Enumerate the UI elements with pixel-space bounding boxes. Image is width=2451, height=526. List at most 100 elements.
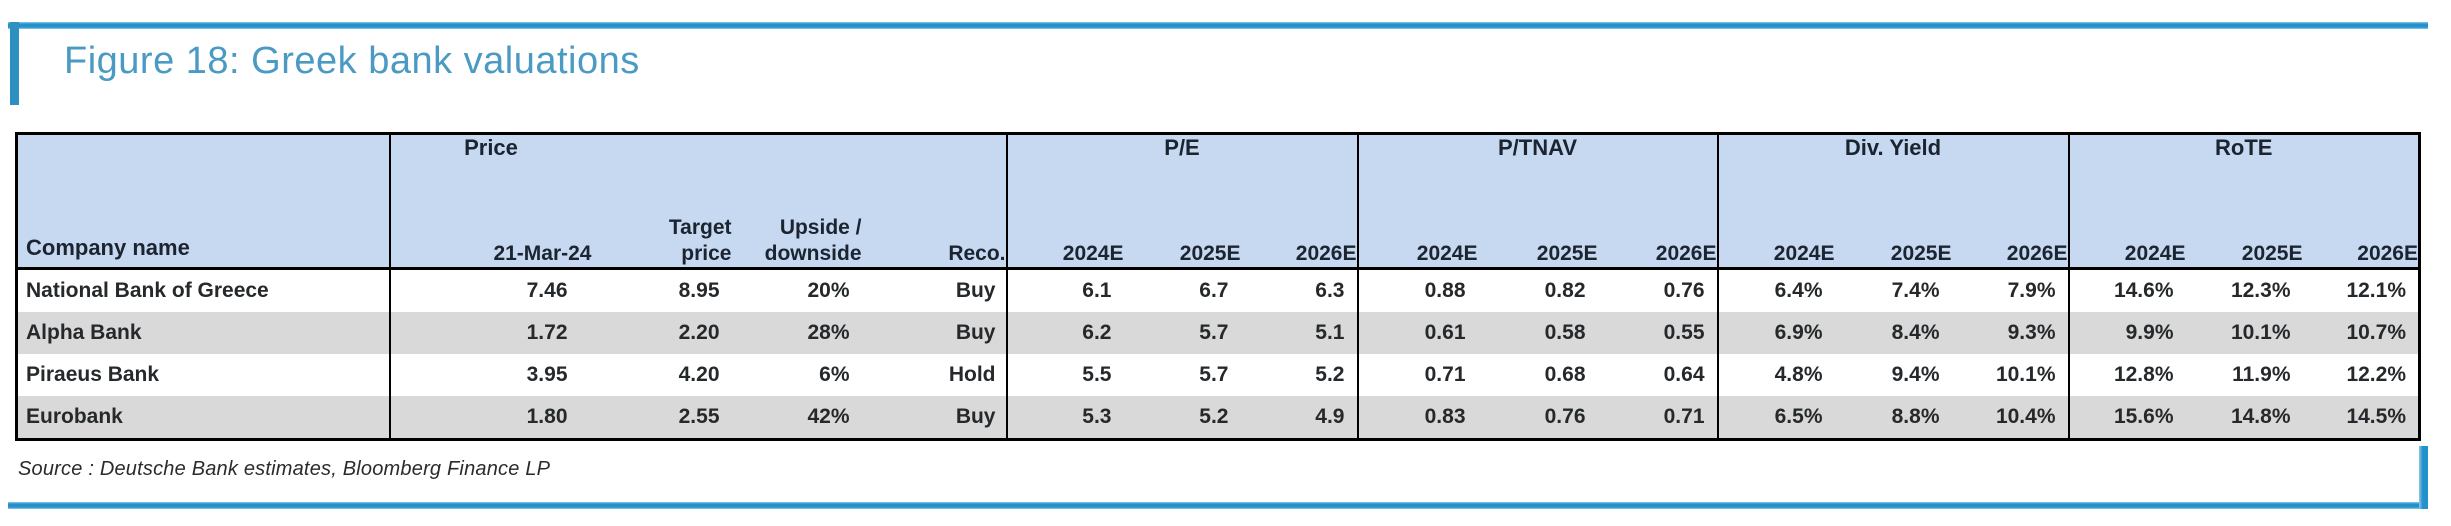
valuations-table: Company name Price P/E P/TNAV Div. Yield…: [15, 132, 2421, 441]
cell-pe: 5.5: [1082, 363, 1112, 386]
column-header-rote-2025e: 2025E: [2185, 193, 2303, 270]
cell-div-yield: 10.1%: [1951, 354, 2070, 396]
cell-ptnav: 0.76: [1597, 268, 1719, 312]
cell-div-yield: 10.4%: [1951, 396, 2070, 440]
table-subheader-row: 21-Mar-24 Target price Upside / downside R…: [17, 193, 2420, 270]
cell-rote: 11.9%: [2232, 363, 2291, 386]
group-header-price-spacer: [591, 133, 732, 193]
group-header-ptnav: P/TNAV: [1357, 133, 1719, 193]
cell-div-yield: 7.9%: [1951, 268, 2070, 312]
cell-company: Alpha Bank: [16, 312, 391, 354]
column-header-pe-2024e: 2024E: [1006, 193, 1124, 270]
column-header-rote-2024e: 2024E: [2068, 193, 2186, 270]
column-header-pe-2025e: 2025E: [1123, 193, 1241, 270]
cell-reco: Hold: [861, 354, 1008, 396]
cell-pe: 5.1: [1240, 312, 1359, 354]
cell-pe: 5.3: [1082, 405, 1112, 428]
cell-reco: Buy: [861, 312, 1008, 354]
cell-ptnav: 0.68: [1544, 363, 1586, 386]
cell-company: Piraeus Bank: [16, 354, 391, 396]
group-header-div-yield: Div. Yield: [1717, 133, 2070, 193]
cell-target-price: 2.55: [678, 405, 720, 428]
column-header-divyield-2025e: 2025E: [1834, 193, 1952, 270]
cell-upside: 20%: [807, 279, 850, 302]
table-row: Piraeus Bank 3.95 4.20 6% Hold 5.5 5.7 5…: [16, 354, 2420, 396]
cell-reco: Buy: [861, 268, 1008, 312]
table-row: Alpha Bank 1.72 2.20 28% Buy 6.2 5.7 5.1…: [16, 312, 2420, 354]
column-header-ptnav-2025e: 2025E: [1477, 193, 1598, 270]
cell-company: Eurobank: [16, 396, 391, 440]
cell-pe: 5.2: [1199, 405, 1229, 428]
group-header-price: Price: [389, 133, 592, 193]
cell-upside: 42%: [807, 405, 850, 428]
cell-pe: 6.7: [1199, 279, 1229, 302]
cell-target-price: 4.20: [678, 363, 720, 386]
cell-pe: 5.2: [1240, 354, 1359, 396]
cell-pe: 6.3: [1240, 268, 1359, 312]
cell-div-yield: 9.3%: [1951, 312, 2070, 354]
cell-price: 3.95: [526, 363, 568, 386]
cell-ptnav: 0.76: [1544, 405, 1586, 428]
cell-upside: 28%: [807, 321, 850, 344]
cell-ptnav: 0.58: [1544, 321, 1586, 344]
cell-rote: 10.1%: [2230, 321, 2291, 344]
column-header-upside-downside: Upside / downside: [731, 193, 862, 270]
cell-price: 1.72: [526, 321, 568, 344]
cell-pe: 6.2: [1082, 321, 1112, 344]
cell-rote: 12.2%: [2346, 363, 2406, 386]
header-line: Target: [668, 215, 732, 239]
cell-rote: 14.8%: [2230, 405, 2291, 428]
group-header-price-spacer: [731, 133, 862, 193]
column-header-pe-2026e: 2026E: [1240, 193, 1359, 270]
cell-rote: 12.3%: [2230, 279, 2291, 302]
cell-ptnav: 0.71: [1424, 363, 1466, 386]
source-note: Source : Deutsche Bank estimates, Bloomb…: [18, 458, 551, 480]
cell-div-yield: 6.4%: [1774, 279, 1823, 302]
group-header-rote: RoTE: [2068, 133, 2420, 193]
cell-ptnav: 0.83: [1424, 405, 1466, 428]
table-row: Eurobank 1.80 2.55 42% Buy 5.3 5.2 4.9 0…: [16, 396, 2420, 440]
cell-price: 1.80: [526, 405, 568, 428]
cell-rote: 14.6%: [2113, 279, 2174, 302]
cell-div-yield: 7.4%: [1891, 279, 1940, 302]
cell-div-yield: 6.5%: [1774, 405, 1823, 428]
column-header-divyield-2026e: 2026E: [1951, 193, 2070, 270]
bottom-accent-line: [8, 502, 2428, 509]
title-left-accent-bar: [10, 22, 19, 105]
header-line: Upside /: [779, 215, 862, 239]
column-header-company: Company name: [16, 133, 391, 270]
bottom-right-accent-bar: [2419, 446, 2428, 509]
column-header-rote-2026e: 2026E: [2302, 193, 2420, 270]
column-header-reco: Reco.: [861, 193, 1008, 270]
cell-ptnav: 0.55: [1597, 312, 1719, 354]
header-line: 21-Mar-24: [493, 241, 592, 265]
cell-pe: 6.1: [1082, 279, 1112, 302]
column-header-price-date: 21-Mar-24: [389, 193, 592, 270]
cell-upside: 6%: [819, 363, 850, 386]
cell-target-price: 2.20: [678, 321, 720, 344]
cell-rote: 9.9%: [2125, 321, 2174, 344]
table-group-header-row: Company name Price P/E P/TNAV Div. Yield…: [16, 133, 2420, 270]
cell-pe: 5.7: [1199, 363, 1229, 386]
cell-div-yield: 8.4%: [1891, 321, 1940, 344]
header-line: price: [681, 241, 732, 265]
cell-rote: 10.7%: [2346, 321, 2406, 344]
cell-ptnav: 0.71: [1597, 396, 1719, 440]
column-header-ptnav-2026e: 2026E: [1597, 193, 1719, 270]
cell-ptnav: 0.61: [1424, 321, 1466, 344]
header-line: Reco.: [948, 241, 1006, 265]
cell-company: National Bank of Greece: [16, 268, 391, 312]
group-header-price-spacer: [861, 133, 1008, 193]
cell-target-price: 8.95: [678, 279, 720, 302]
top-accent-line: [8, 22, 2428, 29]
column-header-target-price: Target price: [591, 193, 732, 270]
column-header-divyield-2024e: 2024E: [1717, 193, 1835, 270]
group-header-pe: P/E: [1006, 133, 1359, 193]
column-header-ptnav-2024e: 2024E: [1357, 193, 1478, 270]
cell-ptnav: 0.82: [1544, 279, 1586, 302]
cell-div-yield: 6.9%: [1774, 321, 1823, 344]
cell-div-yield: 8.8%: [1891, 405, 1940, 428]
cell-div-yield: 9.4%: [1891, 363, 1940, 386]
cell-rote: 12.1%: [2346, 279, 2406, 302]
table-row: National Bank of Greece 7.46 8.95 20% Bu…: [16, 268, 2420, 312]
